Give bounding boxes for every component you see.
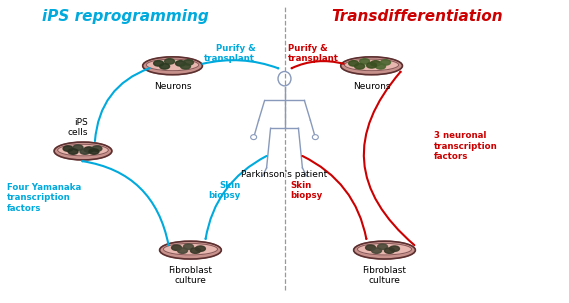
Ellipse shape bbox=[183, 60, 193, 65]
Ellipse shape bbox=[360, 59, 370, 64]
Text: Skin
biopsy: Skin biopsy bbox=[208, 181, 240, 200]
Ellipse shape bbox=[143, 57, 203, 75]
Ellipse shape bbox=[154, 61, 164, 66]
Text: 3 neuronal
transcription
factors: 3 neuronal transcription factors bbox=[434, 131, 498, 161]
Ellipse shape bbox=[57, 144, 108, 156]
Ellipse shape bbox=[370, 61, 381, 66]
Ellipse shape bbox=[163, 243, 217, 255]
Ellipse shape bbox=[146, 59, 199, 71]
Text: Fibroblast
culture: Fibroblast culture bbox=[168, 266, 212, 285]
Ellipse shape bbox=[172, 245, 182, 250]
Ellipse shape bbox=[357, 243, 411, 255]
Ellipse shape bbox=[63, 146, 73, 151]
Ellipse shape bbox=[68, 149, 78, 154]
Ellipse shape bbox=[354, 241, 415, 259]
Ellipse shape bbox=[183, 244, 193, 249]
Ellipse shape bbox=[195, 246, 205, 251]
Ellipse shape bbox=[390, 246, 399, 251]
Text: Four Yamanaka
transcription
factors: Four Yamanaka transcription factors bbox=[7, 183, 81, 212]
Ellipse shape bbox=[73, 145, 83, 150]
Ellipse shape bbox=[175, 61, 185, 66]
Ellipse shape bbox=[92, 146, 102, 151]
Ellipse shape bbox=[372, 248, 382, 253]
Text: Neurons: Neurons bbox=[154, 82, 191, 91]
Ellipse shape bbox=[180, 64, 191, 69]
Ellipse shape bbox=[89, 149, 99, 154]
Ellipse shape bbox=[191, 248, 200, 253]
Ellipse shape bbox=[354, 64, 365, 69]
Text: Fibroblast
culture: Fibroblast culture bbox=[362, 266, 406, 285]
Ellipse shape bbox=[344, 59, 399, 71]
Ellipse shape bbox=[378, 244, 387, 249]
Ellipse shape bbox=[164, 59, 175, 64]
Ellipse shape bbox=[341, 57, 402, 75]
Text: Purify &
transplant: Purify & transplant bbox=[288, 44, 339, 63]
Ellipse shape bbox=[376, 64, 386, 69]
Text: Purify &
transplant: Purify & transplant bbox=[204, 44, 255, 63]
Ellipse shape bbox=[178, 248, 187, 253]
Ellipse shape bbox=[160, 241, 221, 259]
Ellipse shape bbox=[54, 142, 112, 160]
Text: Transdifferentiation: Transdifferentiation bbox=[332, 9, 503, 24]
Text: Neurons: Neurons bbox=[353, 82, 390, 91]
Text: iPS reprogramming: iPS reprogramming bbox=[43, 9, 209, 24]
Ellipse shape bbox=[349, 61, 358, 66]
Text: iPS
cells: iPS cells bbox=[68, 118, 88, 137]
Ellipse shape bbox=[366, 245, 376, 250]
Ellipse shape bbox=[385, 248, 394, 253]
Ellipse shape bbox=[381, 60, 390, 65]
Text: Skin
biopsy: Skin biopsy bbox=[290, 181, 322, 200]
Text: Parkinson's patient: Parkinson's patient bbox=[241, 170, 328, 179]
Ellipse shape bbox=[84, 147, 94, 152]
Ellipse shape bbox=[160, 64, 170, 69]
Ellipse shape bbox=[366, 63, 377, 68]
Ellipse shape bbox=[80, 149, 90, 154]
